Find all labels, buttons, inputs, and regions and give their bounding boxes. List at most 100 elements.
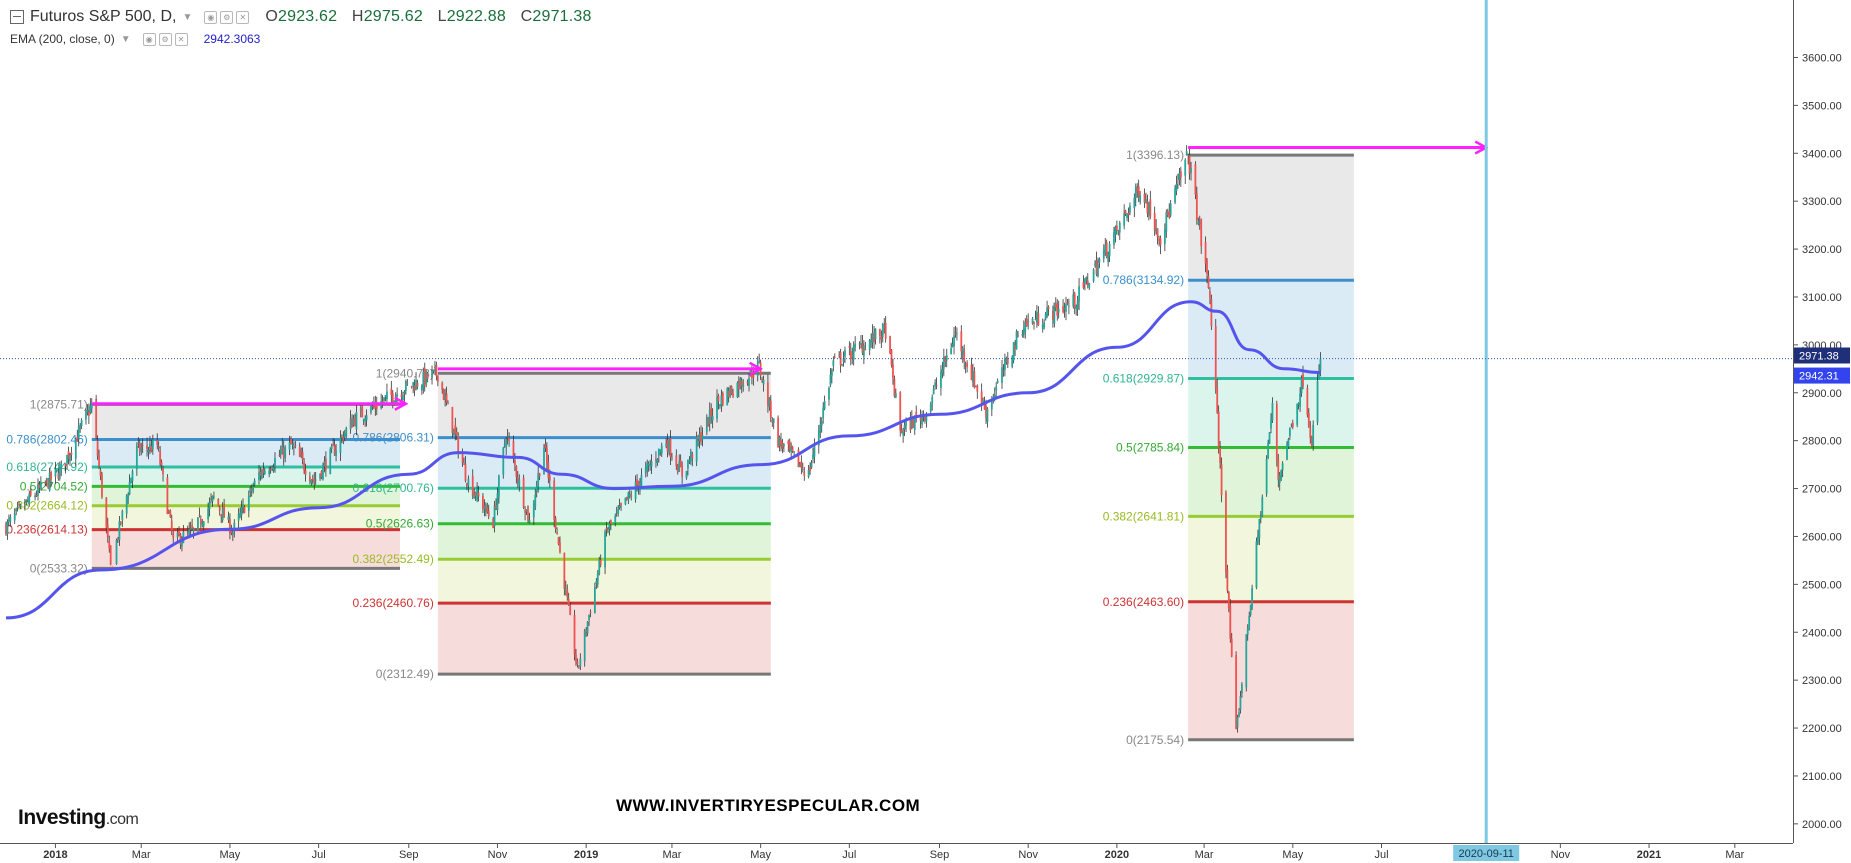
candle: [447, 400, 449, 405]
ohlc-values: O2923.62 H2975.62 L2922.88 C2971.38: [265, 8, 601, 26]
candle-body: [970, 364, 973, 381]
candle-body: [35, 495, 38, 497]
candle-body: [86, 410, 89, 413]
candle-body: [830, 369, 833, 377]
candle-body: [45, 478, 48, 481]
collapse-icon[interactable]: [10, 10, 24, 24]
candle: [492, 517, 494, 529]
candle: [1207, 270, 1210, 289]
candle-body: [1107, 254, 1110, 262]
candle: [294, 441, 297, 449]
candle-body: [505, 440, 508, 448]
candle-body: [54, 468, 57, 477]
fib-retracement-3[interactable]: 1(3396.13) 0.786(3134.92) 0.618(2929.87) 0.…: [1103, 148, 1354, 747]
candle-body: [199, 518, 202, 525]
candle: [217, 498, 220, 507]
settings-icon[interactable]: ⚙: [220, 10, 234, 24]
candle-body: [1051, 310, 1054, 321]
candle-body: [894, 393, 897, 398]
candle-body: [261, 470, 263, 479]
candle: [1153, 206, 1156, 236]
candle-body: [99, 470, 102, 476]
candle: [130, 477, 132, 484]
candle: [502, 446, 505, 479]
candle: [671, 452, 673, 461]
fib-level-label: 0.786(2806.31): [352, 431, 433, 445]
candle-body: [354, 417, 356, 426]
chart-overlays: [0, 0, 1793, 843]
candle-body: [983, 402, 986, 410]
eye-icon[interactable]: ◉: [204, 10, 218, 24]
candle: [1082, 275, 1085, 290]
close-icon[interactable]: ✕: [174, 32, 188, 46]
candle: [1107, 251, 1110, 267]
candle: [98, 449, 100, 470]
candle: [284, 445, 287, 463]
candle-body: [1198, 222, 1201, 224]
candle: [1246, 624, 1249, 641]
candle-body: [910, 417, 913, 429]
candle: [719, 403, 721, 409]
candle: [252, 482, 255, 494]
candle: [1163, 223, 1166, 252]
candle-body: [477, 492, 480, 497]
candle: [1012, 342, 1015, 364]
chevron-down-icon[interactable]: ▼: [120, 33, 131, 45]
candle-body: [767, 382, 769, 406]
candle-body: [1312, 424, 1315, 446]
candle: [300, 447, 303, 459]
settings-icon[interactable]: ⚙: [158, 32, 172, 46]
close-icon[interactable]: ✕: [236, 10, 250, 24]
candle: [1011, 355, 1014, 369]
candle: [1006, 351, 1009, 368]
candle: [355, 404, 358, 436]
candle-body: [1225, 492, 1227, 573]
candle: [909, 411, 912, 434]
candle: [701, 427, 704, 447]
candle: [263, 467, 266, 476]
ema-badge-label: 2942.31: [1799, 371, 1839, 383]
fibonacci-retracements[interactable]: 1(2875.71)0.786(2802.46)0.618(2744.92)0.…: [6, 148, 1354, 747]
candle: [431, 365, 433, 385]
candle-body: [1316, 380, 1319, 423]
candle-body: [329, 448, 332, 475]
candle: [432, 369, 435, 374]
candle: [1275, 400, 1278, 467]
candle: [383, 397, 385, 404]
candle-body: [220, 514, 223, 517]
candle-body: [87, 411, 90, 416]
candle: [352, 414, 355, 427]
candle-body: [905, 420, 907, 426]
candle: [67, 446, 70, 465]
candle: [170, 514, 173, 536]
fib-level-label: 0(2533.32): [30, 561, 88, 575]
fib-retracement-2[interactable]: 1(2940.73) 0.786(2806.31) 0.618(2700.76) 0.…: [352, 366, 771, 681]
candle: [1094, 260, 1096, 268]
candle: [85, 407, 87, 425]
candle: [457, 432, 460, 459]
symbol-title[interactable]: Futuros S&P 500, D,: [30, 8, 177, 25]
candle-body: [60, 463, 63, 470]
candle: [593, 582, 596, 614]
chevron-down-icon[interactable]: ▼: [182, 11, 193, 23]
candle: [1037, 306, 1040, 327]
candle-body: [820, 421, 823, 426]
candle: [197, 517, 199, 534]
open-value: 2923.62: [278, 8, 338, 25]
candle-body: [28, 493, 31, 505]
ema-value: 2942.3063: [203, 32, 261, 46]
candle: [169, 509, 172, 518]
candle-body: [557, 537, 560, 544]
candle-body: [553, 480, 556, 521]
candle: [157, 441, 160, 452]
eye-icon[interactable]: ◉: [142, 32, 156, 46]
candle-body: [595, 581, 598, 584]
candle-body: [1139, 195, 1142, 203]
ema-title[interactable]: EMA (200, close, 0): [10, 32, 115, 46]
candle: [608, 520, 611, 536]
arrow-annotations[interactable]: [91, 148, 1486, 404]
candle-body: [370, 405, 372, 413]
candle: [1306, 384, 1309, 418]
